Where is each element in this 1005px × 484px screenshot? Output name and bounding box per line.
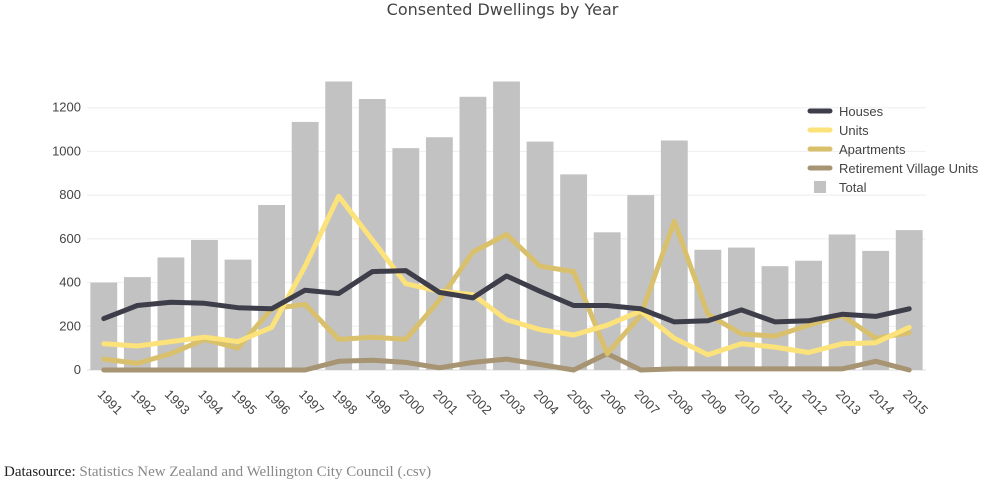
x-tick-label: 1995 [229,387,260,418]
x-tick-label: 2009 [699,387,730,418]
x-tick-label: 1993 [162,387,193,418]
x-tick-label: 2010 [732,387,763,418]
x-tick-label: 2012 [799,387,830,418]
datasource-label: Datasource: [4,464,76,480]
line-houses [101,268,912,325]
x-tick-label: 2013 [833,387,864,418]
y-tick-label: 200 [59,318,81,333]
chart-title: Consented Dwellings by Year [386,0,619,19]
bar-2002 [459,96,487,371]
bar-1991 [90,282,118,370]
x-tick-label: 1992 [128,387,159,418]
bar-2007 [627,195,655,370]
y-axis: 0 200 400 600 800 1000 1200 [52,100,81,377]
legend: Houses Units Apartments Retirement Village … [807,104,979,195]
datasource-link[interactable]: Statistics New Zealand and Wellington Ci… [79,464,432,480]
footer: Datasource: Statistics New Zealand and W… [4,464,431,481]
y-tick-label: 600 [59,231,81,246]
bar-2014 [862,250,890,370]
x-tick-label: 2014 [867,387,898,418]
line-retirement-village-units [101,351,912,373]
bar-1998 [325,81,353,370]
legend-label: Apartments [839,142,906,157]
legend-label: Houses [839,104,884,119]
x-tick-label: 2005 [564,387,595,418]
x-tick-label: 2000 [397,387,428,418]
y-tick-label: 0 [74,362,81,377]
y-tick-label: 400 [59,275,81,290]
bar-2003 [493,81,520,370]
x-tick-label: 1994 [195,387,226,418]
x-tick-label: 2002 [464,387,495,418]
x-tick-label: 1996 [262,387,293,418]
x-tick-label: 2008 [665,387,696,418]
y-tick-label: 1000 [52,143,81,158]
line-series [101,193,912,373]
y-tick-label: 800 [59,187,81,202]
legend-label: Total [839,180,867,195]
line-apartments [101,218,912,366]
legend-label: Retirement Village Units [839,161,979,176]
x-tick-label: 2004 [531,387,562,418]
legend-swatch [814,181,826,193]
bar-1992 [123,277,151,370]
x-tick-label: 2015 [900,387,931,418]
x-tick-label: 1999 [363,387,394,418]
x-tick-label: 1998 [330,387,361,418]
y-tick-label: 1200 [52,100,81,115]
bar-2013 [828,234,856,370]
x-tick-label: 1997 [296,387,327,418]
bar-2001 [425,137,453,370]
x-axis: 1991 1992 1993 1994 1995 1996 1997 1998 1999 2000… [95,387,931,418]
x-tick-label: 2003 [497,387,528,418]
legend-label: Units [839,123,869,138]
bar-1999 [358,98,386,370]
bar-1995 [224,259,252,370]
bar-1996 [258,204,286,370]
bar-2015 [895,230,923,370]
x-tick-label: 2006 [598,387,629,418]
x-tick-label: 2011 [766,387,796,417]
bar-2000 [392,148,420,370]
x-tick-label: 1991 [95,387,126,418]
line-units [101,193,912,358]
x-tick-label: 2007 [632,387,663,418]
x-tick-label: 2001 [430,387,461,418]
